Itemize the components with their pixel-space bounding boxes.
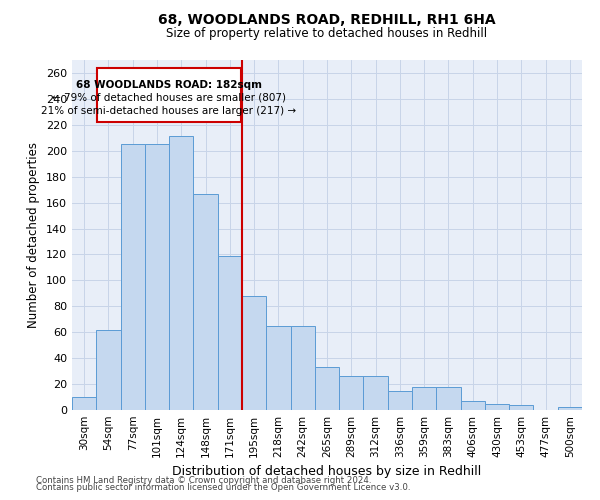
Bar xyxy=(97,68,241,122)
Bar xyxy=(388,390,412,410)
Bar xyxy=(121,144,145,410)
Text: Size of property relative to detached houses in Redhill: Size of property relative to detached ho… xyxy=(166,28,488,40)
Bar xyxy=(461,401,485,410)
Bar xyxy=(218,256,242,410)
Bar xyxy=(315,367,339,410)
Bar xyxy=(72,397,96,410)
Bar xyxy=(436,386,461,410)
Bar xyxy=(193,194,218,410)
Text: 68 WOODLANDS ROAD: 182sqm: 68 WOODLANDS ROAD: 182sqm xyxy=(76,80,262,90)
Bar xyxy=(339,376,364,410)
Text: 21% of semi-detached houses are larger (217) →: 21% of semi-detached houses are larger (… xyxy=(41,106,296,116)
Text: ← 79% of detached houses are smaller (807): ← 79% of detached houses are smaller (80… xyxy=(52,92,286,102)
Text: Contains public sector information licensed under the Open Government Licence v3: Contains public sector information licen… xyxy=(36,484,410,492)
Bar xyxy=(145,144,169,410)
Bar xyxy=(412,386,436,410)
Text: Contains HM Land Registry data © Crown copyright and database right 2024.: Contains HM Land Registry data © Crown c… xyxy=(36,476,371,485)
Bar xyxy=(96,330,121,410)
Bar xyxy=(290,326,315,410)
Y-axis label: Number of detached properties: Number of detached properties xyxy=(28,142,40,328)
Bar xyxy=(169,136,193,410)
X-axis label: Distribution of detached houses by size in Redhill: Distribution of detached houses by size … xyxy=(172,466,482,478)
Bar xyxy=(509,405,533,410)
Bar xyxy=(485,404,509,410)
Bar xyxy=(558,408,582,410)
Bar xyxy=(242,296,266,410)
Bar xyxy=(364,376,388,410)
Bar xyxy=(266,326,290,410)
Text: 68, WOODLANDS ROAD, REDHILL, RH1 6HA: 68, WOODLANDS ROAD, REDHILL, RH1 6HA xyxy=(158,12,496,26)
